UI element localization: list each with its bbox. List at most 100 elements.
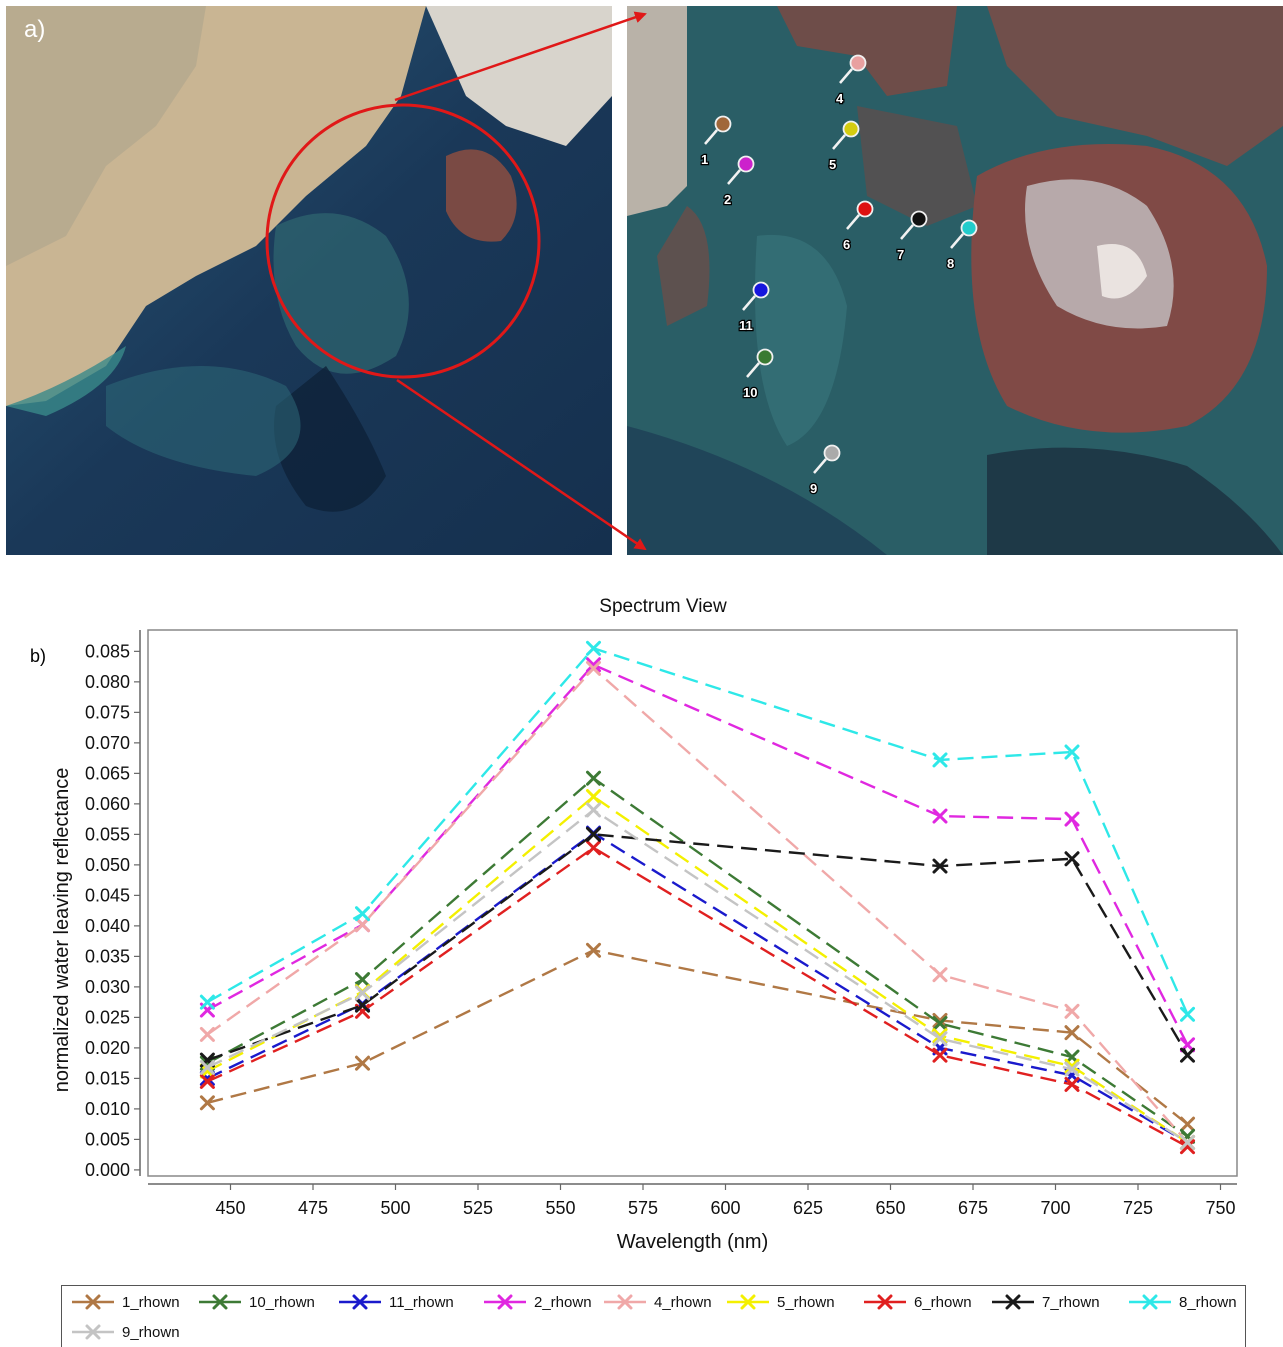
station-marker: 11 xyxy=(738,281,770,334)
station-marker: 9 xyxy=(809,444,841,497)
legend-swatch xyxy=(72,1324,114,1340)
data-point xyxy=(199,1063,215,1079)
legend-item: 4_rhown xyxy=(602,1289,712,1315)
legend-label: 11_rhown xyxy=(389,1293,454,1311)
x-tick-label: 525 xyxy=(463,1198,493,1218)
x-tick-label: 575 xyxy=(628,1198,658,1218)
data-point xyxy=(199,1026,215,1042)
data-point xyxy=(1064,851,1080,867)
data-point xyxy=(85,1324,101,1340)
data-point xyxy=(932,1047,948,1063)
data-point xyxy=(1180,1139,1195,1155)
legend-label: 2_rhown xyxy=(534,1293,592,1311)
data-point xyxy=(212,1294,228,1310)
data-point xyxy=(355,972,370,988)
x-tick-label: 625 xyxy=(793,1198,823,1218)
data-point xyxy=(932,1028,948,1044)
legend-swatch xyxy=(727,1294,769,1310)
data-point xyxy=(617,1294,633,1310)
y-tick-label: 0.015 xyxy=(85,1068,130,1088)
data-point xyxy=(932,1012,948,1028)
legend-label: 1_rhown xyxy=(122,1293,180,1311)
x-tick-label: 725 xyxy=(1123,1198,1153,1218)
data-point xyxy=(586,826,601,842)
legend-swatch xyxy=(604,1294,646,1310)
panel-a-label: a) xyxy=(24,16,46,43)
legend-label: 4_rhown xyxy=(654,1293,712,1311)
y-tick-label: 0.025 xyxy=(85,1007,130,1027)
data-point xyxy=(355,997,370,1013)
data-point xyxy=(199,1059,215,1075)
legend-swatch xyxy=(339,1294,381,1310)
y-tick-label: 0.055 xyxy=(85,824,130,844)
data-point xyxy=(932,1031,948,1047)
y-tick-label: 0.000 xyxy=(85,1160,130,1180)
y-tick-label: 0.065 xyxy=(85,763,130,783)
station-marker: 1 xyxy=(700,115,732,168)
x-tick-label: 450 xyxy=(215,1198,245,1218)
data-point xyxy=(355,985,370,1001)
y-tick-label: 0.020 xyxy=(85,1038,130,1058)
plot-area xyxy=(147,629,1238,1177)
data-point xyxy=(1064,811,1080,827)
legend-item: 11_rhown xyxy=(337,1289,454,1315)
station-label: 10 xyxy=(743,385,757,400)
data-point xyxy=(199,994,215,1010)
data-point xyxy=(352,1294,368,1310)
station-label: 6 xyxy=(843,237,850,252)
data-point xyxy=(1064,1025,1080,1041)
series-line xyxy=(206,808,1189,1144)
y-tick-label: 0.030 xyxy=(85,977,130,997)
x-tick-label: 675 xyxy=(958,1198,988,1218)
x-tick-label: 700 xyxy=(1040,1198,1070,1218)
data-point xyxy=(355,917,370,933)
x-tick-label: 750 xyxy=(1205,1198,1235,1218)
y-axis-title: normalized water leaving reflectance xyxy=(51,768,73,1093)
y-tick-label: 0.085 xyxy=(85,641,130,661)
data-point xyxy=(497,1294,513,1310)
data-point xyxy=(586,802,601,818)
legend-label: 10_rhown xyxy=(249,1293,315,1311)
legend-item: 7_rhown xyxy=(990,1289,1100,1315)
series-line xyxy=(207,949,1189,1126)
y-tick-label: 0.075 xyxy=(85,702,130,722)
y-tick-label: 0.035 xyxy=(85,946,130,966)
data-point xyxy=(740,1294,756,1310)
station-label: 1 xyxy=(701,152,708,167)
series-line xyxy=(206,831,1189,1144)
station-label: 4 xyxy=(836,91,844,106)
chart-title: Spectrum View xyxy=(599,596,727,617)
station-marker: 5 xyxy=(828,120,860,173)
x-tick-label: 550 xyxy=(545,1198,575,1218)
y-tick-label: 0.045 xyxy=(85,885,130,905)
legend-swatch xyxy=(992,1294,1034,1310)
series-6_rhown xyxy=(199,840,1195,1155)
legend-swatch xyxy=(864,1294,906,1310)
data-point xyxy=(586,942,601,958)
series-line xyxy=(206,776,1189,1138)
data-point xyxy=(586,770,601,786)
data-point xyxy=(1005,1294,1021,1310)
chart-legend: 1_rhown 10_rhown 11_rhown 2_rhown 4_rhown 5_r… xyxy=(61,1285,1246,1347)
data-point xyxy=(586,789,601,805)
legend-swatch xyxy=(1129,1294,1171,1310)
station-marker: 7 xyxy=(896,210,928,263)
station-label: 11 xyxy=(739,318,753,333)
station-marker: 6 xyxy=(842,200,874,253)
data-point xyxy=(586,660,601,676)
x-tick-label: 500 xyxy=(380,1198,410,1218)
data-point xyxy=(932,858,948,874)
series-line xyxy=(206,666,1189,1144)
legend-swatch xyxy=(72,1294,114,1310)
data-point xyxy=(877,1294,893,1310)
sampling-station-markers: 1 2 4 5 6 7 8 9 10 11 xyxy=(700,54,978,497)
data-point xyxy=(1064,1003,1080,1019)
data-point xyxy=(586,640,601,656)
data-point xyxy=(932,752,948,768)
data-point xyxy=(932,967,948,983)
series-1_rhown xyxy=(199,942,1195,1132)
legend-swatch xyxy=(484,1294,526,1310)
data-point xyxy=(199,1073,215,1089)
station-label: 5 xyxy=(829,157,836,172)
x-tick-label: 475 xyxy=(298,1198,328,1218)
